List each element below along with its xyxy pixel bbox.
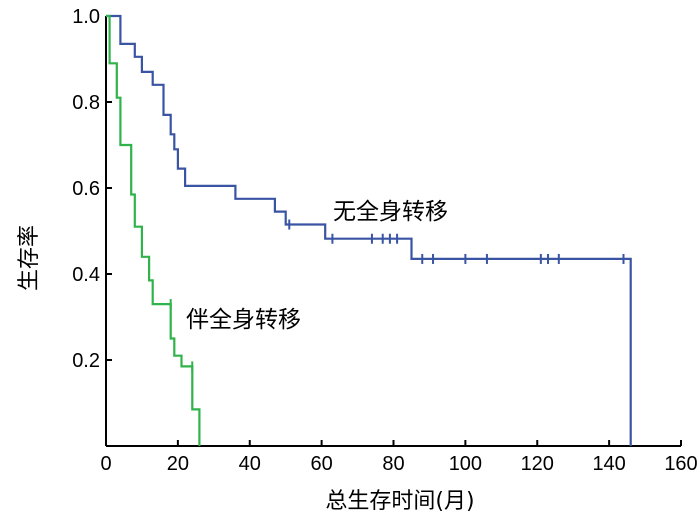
x-tick-label: 140 (592, 453, 625, 475)
x-tick-label: 120 (521, 453, 554, 475)
x-tick-label: 60 (311, 453, 333, 475)
series-label-no-metastasis: 无全身转移 (333, 199, 448, 225)
x-tick-label: 0 (100, 453, 111, 475)
x-axis-title: 总生存时间(月) (325, 489, 474, 514)
y-tick-label: 0.2 (72, 350, 100, 372)
y-tick-label: 0.4 (72, 264, 100, 286)
series-line-0 (106, 14, 632, 446)
y-axis-title: 生存率 (17, 225, 42, 291)
series-line-1 (106, 14, 201, 446)
x-tick-label: 160 (664, 453, 697, 475)
x-tick-label: 40 (239, 453, 261, 475)
x-tick-label: 100 (449, 453, 482, 475)
x-tick-label: 20 (167, 453, 189, 475)
y-tick-label: 0.6 (72, 178, 100, 200)
y-tick-label: 0.8 (72, 92, 100, 114)
series-group (106, 14, 632, 446)
series-label-with-metastasis: 伴全身转移 (186, 307, 301, 333)
tick-group: 0 20 40 60 80 100 120 140 160 0.2 0.4 0.6 0.8 1.0 (72, 6, 698, 475)
x-tick-label: 80 (382, 453, 404, 475)
y-tick-label: 1.0 (72, 6, 100, 28)
